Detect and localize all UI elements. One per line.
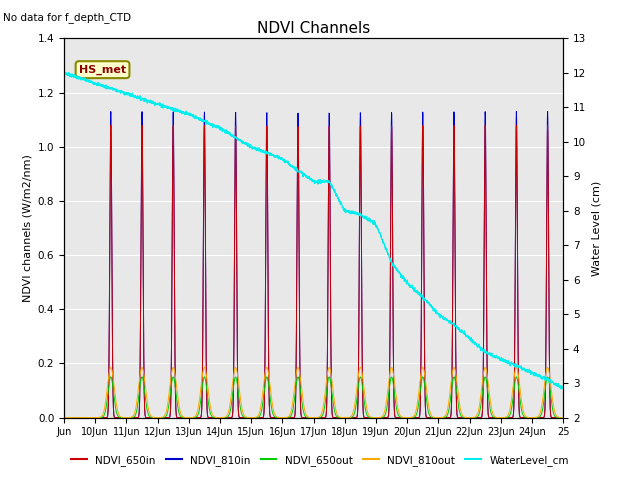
Legend: NDVI_650in, NDVI_810in, NDVI_650out, NDVI_810out, WaterLevel_cm: NDVI_650in, NDVI_810in, NDVI_650out, NDV… — [67, 451, 573, 470]
Text: HS_met: HS_met — [79, 64, 126, 75]
Y-axis label: Water Level (cm): Water Level (cm) — [592, 180, 602, 276]
Title: NDVI Channels: NDVI Channels — [257, 21, 370, 36]
Y-axis label: NDVI channels (W/m2/nm): NDVI channels (W/m2/nm) — [22, 154, 32, 302]
Text: No data for f_depth_CTD: No data for f_depth_CTD — [3, 12, 131, 23]
